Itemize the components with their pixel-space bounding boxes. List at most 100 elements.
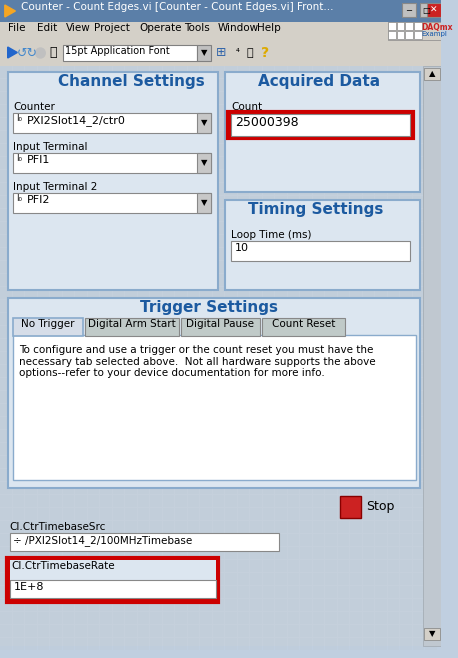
- Bar: [350, 599, 362, 611]
- Bar: [263, 508, 274, 520]
- Bar: [125, 625, 136, 637]
- Bar: [150, 352, 162, 364]
- Bar: [50, 625, 61, 637]
- Bar: [87, 521, 99, 533]
- Bar: [213, 469, 224, 481]
- Bar: [163, 326, 174, 338]
- Bar: [50, 521, 61, 533]
- Bar: [263, 625, 274, 637]
- Bar: [0, 534, 11, 546]
- Bar: [150, 222, 162, 234]
- Bar: [425, 170, 437, 182]
- Bar: [87, 352, 99, 364]
- Bar: [25, 586, 37, 598]
- Bar: [150, 339, 162, 351]
- Bar: [50, 456, 61, 468]
- Bar: [400, 495, 412, 507]
- Bar: [350, 495, 362, 507]
- Bar: [288, 105, 300, 117]
- Bar: [138, 508, 149, 520]
- Bar: [75, 638, 87, 650]
- Bar: [263, 105, 274, 117]
- Bar: [228, 112, 413, 138]
- Text: Trigger Settings: Trigger Settings: [140, 300, 278, 315]
- Bar: [300, 365, 312, 377]
- Bar: [0, 456, 11, 468]
- Bar: [350, 404, 362, 416]
- Bar: [363, 612, 374, 624]
- Bar: [12, 612, 24, 624]
- Bar: [288, 287, 300, 299]
- Bar: [188, 547, 199, 559]
- Bar: [188, 365, 199, 377]
- Bar: [12, 157, 24, 169]
- Bar: [338, 612, 349, 624]
- Bar: [275, 352, 287, 364]
- Bar: [150, 300, 162, 312]
- Bar: [263, 209, 274, 221]
- Text: Count Reset: Count Reset: [272, 319, 335, 329]
- Bar: [388, 183, 399, 195]
- Bar: [288, 508, 300, 520]
- Bar: [150, 482, 162, 494]
- Bar: [25, 118, 37, 130]
- Bar: [425, 365, 437, 377]
- Bar: [363, 79, 374, 91]
- Bar: [325, 313, 337, 325]
- Bar: [325, 261, 337, 273]
- Bar: [75, 235, 87, 247]
- Bar: [225, 72, 420, 192]
- Bar: [213, 599, 224, 611]
- Bar: [138, 196, 149, 208]
- Bar: [63, 599, 74, 611]
- Bar: [0, 209, 11, 221]
- Bar: [63, 144, 74, 156]
- Bar: [213, 131, 224, 143]
- Bar: [376, 508, 387, 520]
- Bar: [175, 222, 187, 234]
- Bar: [250, 157, 262, 169]
- Bar: [376, 222, 387, 234]
- Bar: [376, 170, 387, 182]
- Bar: [200, 326, 212, 338]
- Bar: [113, 209, 124, 221]
- Bar: [188, 391, 199, 403]
- Bar: [138, 352, 149, 364]
- Bar: [325, 638, 337, 650]
- Bar: [125, 495, 136, 507]
- Bar: [63, 612, 74, 624]
- Bar: [175, 170, 187, 182]
- Bar: [188, 300, 199, 312]
- Bar: [325, 625, 337, 637]
- Bar: [363, 365, 374, 377]
- Bar: [87, 157, 99, 169]
- Bar: [275, 66, 287, 78]
- Bar: [100, 79, 112, 91]
- Bar: [350, 274, 362, 286]
- Bar: [263, 261, 274, 273]
- Bar: [50, 131, 61, 143]
- Bar: [275, 274, 287, 286]
- Bar: [138, 456, 149, 468]
- Bar: [7, 558, 218, 602]
- Bar: [25, 443, 37, 455]
- Bar: [12, 274, 24, 286]
- Bar: [125, 612, 136, 624]
- Bar: [288, 495, 300, 507]
- Bar: [125, 456, 136, 468]
- Bar: [400, 404, 412, 416]
- Bar: [38, 547, 49, 559]
- Bar: [12, 625, 24, 637]
- Bar: [300, 339, 312, 351]
- Bar: [87, 391, 99, 403]
- Bar: [25, 560, 37, 572]
- Bar: [263, 482, 274, 494]
- Bar: [50, 430, 61, 442]
- Bar: [100, 573, 112, 585]
- Bar: [38, 391, 49, 403]
- Bar: [50, 547, 61, 559]
- Bar: [125, 521, 136, 533]
- Bar: [250, 300, 262, 312]
- Bar: [425, 404, 437, 416]
- Bar: [150, 638, 162, 650]
